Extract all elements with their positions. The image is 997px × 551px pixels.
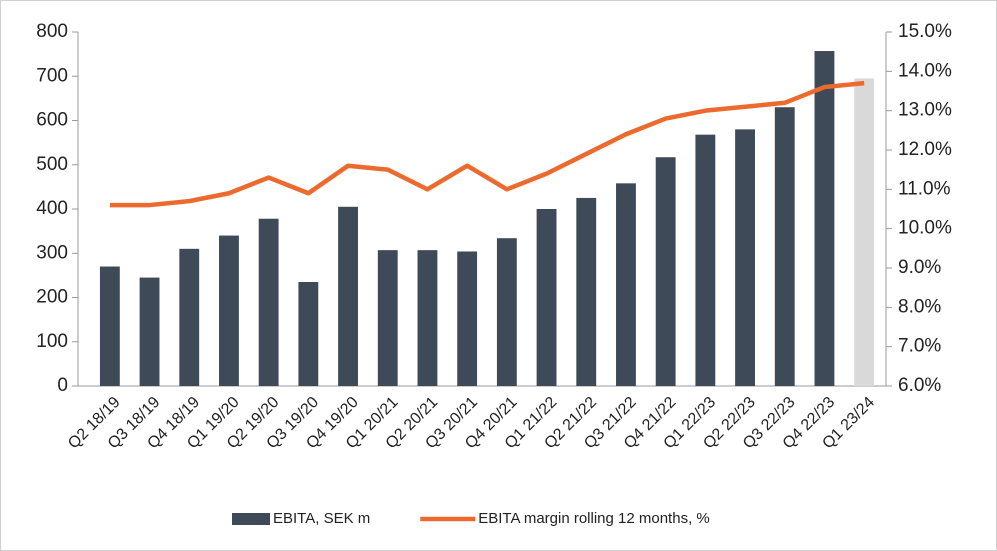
bar (854, 78, 875, 387)
y2-tick-label: 7.0% (898, 336, 941, 357)
bar (695, 134, 716, 386)
bar (616, 183, 636, 386)
bar (219, 235, 239, 386)
legend-label: EBITA, SEK m (273, 510, 370, 527)
y2-tick-label: 15.0% (898, 21, 952, 42)
bar (814, 51, 835, 387)
y2-tick-label: 13.0% (898, 100, 952, 121)
bar (258, 218, 279, 386)
y-tick-label: 400 (36, 198, 68, 219)
y-tick-label: 700 (36, 65, 68, 86)
y-tick-label: 600 (36, 110, 68, 131)
y-tick-label: 200 (36, 287, 68, 308)
bar (735, 129, 755, 386)
bar (457, 251, 478, 386)
y2-tick-label: 10.0% (898, 218, 952, 239)
bar (139, 277, 160, 386)
bar (576, 197, 597, 386)
y-tick-label: 0 (57, 375, 68, 396)
bar (774, 107, 795, 386)
bar (377, 250, 398, 386)
bar (655, 157, 676, 386)
y2-tick-label: 6.0% (898, 375, 941, 396)
y-tick-label: 300 (36, 242, 68, 263)
legend-swatch (232, 513, 270, 525)
y-tick-label: 800 (36, 21, 68, 42)
bar (536, 209, 557, 386)
y2-tick-label: 12.0% (898, 139, 952, 160)
y-tick-label: 500 (36, 154, 68, 175)
bar (179, 248, 200, 386)
line (109, 80, 865, 208)
y2-tick-label: 8.0% (898, 296, 941, 317)
bar (99, 266, 120, 386)
bar (338, 206, 358, 386)
y2-tick-label: 14.0% (898, 60, 952, 81)
bar (496, 238, 517, 386)
y2-tick-label: 11.0% (898, 178, 951, 199)
y2-tick-label: 9.0% (898, 257, 941, 278)
bar (298, 282, 319, 386)
legend-label: EBITA margin rolling 12 months, % (478, 510, 710, 527)
y-tick-label: 100 (36, 331, 68, 352)
bar (417, 250, 438, 386)
